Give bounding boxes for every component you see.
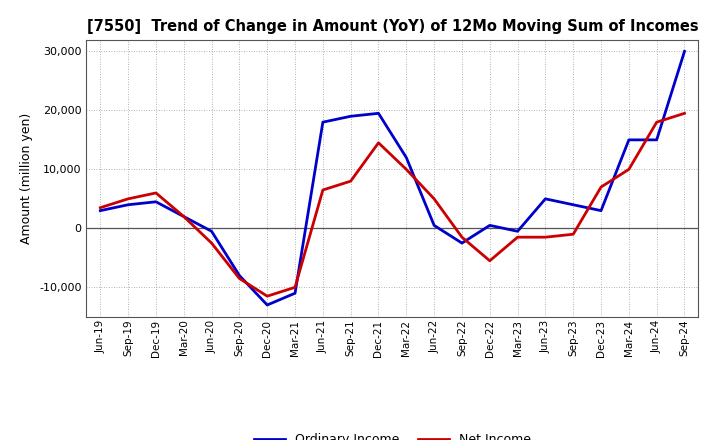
Ordinary Income: [346, 114, 355, 119]
Line: Net Income: Net Income: [100, 114, 685, 296]
Net Income: [263, 293, 271, 299]
Ordinary Income: [291, 290, 300, 296]
Net Income: [374, 140, 383, 146]
Ordinary Income: [624, 137, 633, 143]
Net Income: [235, 276, 243, 281]
Net Income: [569, 231, 577, 237]
Net Income: [652, 120, 661, 125]
Net Income: [485, 258, 494, 264]
Net Income: [680, 111, 689, 116]
Net Income: [402, 167, 410, 172]
Ordinary Income: [124, 202, 132, 207]
Legend: Ordinary Income, Net Income: Ordinary Income, Net Income: [248, 429, 536, 440]
Ordinary Income: [541, 196, 550, 202]
Net Income: [318, 187, 327, 193]
Ordinary Income: [152, 199, 161, 205]
Title: [7550]  Trend of Change in Amount (YoY) of 12Mo Moving Sum of Incomes: [7550] Trend of Change in Amount (YoY) o…: [86, 19, 698, 34]
Ordinary Income: [569, 202, 577, 207]
Ordinary Income: [374, 111, 383, 116]
Ordinary Income: [485, 223, 494, 228]
Ordinary Income: [597, 208, 606, 213]
Net Income: [541, 235, 550, 240]
Net Income: [346, 179, 355, 184]
Net Income: [430, 196, 438, 202]
Ordinary Income: [513, 229, 522, 234]
Ordinary Income: [402, 155, 410, 160]
Ordinary Income: [263, 302, 271, 308]
Net Income: [124, 196, 132, 202]
Net Income: [291, 285, 300, 290]
Net Income: [458, 235, 467, 240]
Line: Ordinary Income: Ordinary Income: [100, 51, 685, 305]
Ordinary Income: [652, 137, 661, 143]
Ordinary Income: [179, 214, 188, 219]
Ordinary Income: [458, 240, 467, 246]
Ordinary Income: [235, 273, 243, 278]
Ordinary Income: [430, 223, 438, 228]
Ordinary Income: [318, 120, 327, 125]
Net Income: [96, 205, 104, 210]
Net Income: [152, 191, 161, 196]
Ordinary Income: [680, 49, 689, 54]
Ordinary Income: [96, 208, 104, 213]
Net Income: [179, 214, 188, 219]
Ordinary Income: [207, 229, 216, 234]
Net Income: [207, 240, 216, 246]
Net Income: [597, 184, 606, 190]
Net Income: [624, 167, 633, 172]
Y-axis label: Amount (million yen): Amount (million yen): [20, 113, 34, 244]
Net Income: [513, 235, 522, 240]
